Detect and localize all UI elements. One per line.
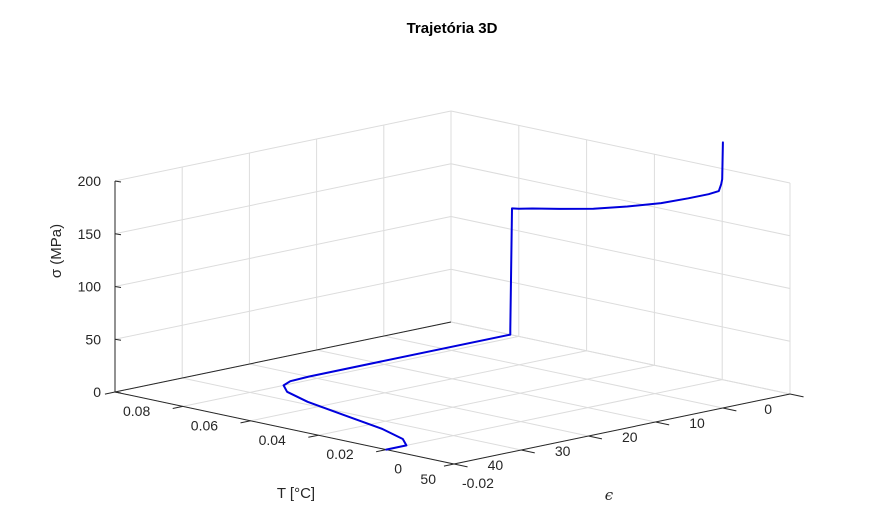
epsilon-tick xyxy=(308,434,319,438)
grid-line xyxy=(386,379,723,451)
grid-line xyxy=(182,335,519,407)
epsilon-tick xyxy=(172,405,183,409)
T-tick-label: 50 xyxy=(420,471,436,487)
epsilon-tick-label: 0.06 xyxy=(191,417,218,433)
series-line xyxy=(282,141,724,451)
T-tick-label: 0 xyxy=(764,401,772,417)
epsilon-axis-label: ϵ xyxy=(605,486,614,504)
grid-line xyxy=(250,350,587,422)
grid-line xyxy=(450,268,791,342)
grid-line xyxy=(182,377,522,451)
sigma-tick xyxy=(114,180,122,183)
grid-line xyxy=(450,216,791,289)
sigma-tick xyxy=(114,391,122,394)
axes xyxy=(114,181,791,465)
tick-labels: 0 50 100 150 200 0 10 20 30 40 50 -0.02 0 0.02 0.04 0.0… xyxy=(78,173,804,491)
T-tick-label: 10 xyxy=(689,415,705,431)
axis-labels: σ (MPa) T [°C] ϵ xyxy=(48,224,614,504)
sigma-tick xyxy=(114,286,122,288)
grid-line xyxy=(114,163,452,235)
T-tick xyxy=(453,463,468,468)
T-tick xyxy=(789,393,804,398)
epsilon-tick xyxy=(104,391,116,395)
T-tick xyxy=(722,407,737,412)
grid-line xyxy=(114,110,452,182)
grid-line xyxy=(249,363,589,437)
sigma-tick xyxy=(114,338,122,341)
T-tick xyxy=(521,449,535,454)
T-axis-line xyxy=(114,321,452,393)
sigma-tick xyxy=(114,233,122,236)
epsilon-tick-label: 0.04 xyxy=(259,432,286,448)
grid-line xyxy=(450,110,791,184)
grid-line xyxy=(450,163,791,237)
trajectory-series xyxy=(282,141,724,451)
sigma-tick-label: 200 xyxy=(78,173,102,189)
sigma-tick-label: 50 xyxy=(85,331,101,347)
epsilon-tick-label: 0.08 xyxy=(123,403,150,419)
epsilon-tick xyxy=(376,449,387,453)
T-axis-label: T [°C] xyxy=(277,485,315,502)
epsilon-tick-label: 0 xyxy=(394,461,402,477)
grid-line xyxy=(318,364,655,436)
sigma-tick-label: 100 xyxy=(78,279,102,295)
grid-line xyxy=(114,268,452,340)
grid-line xyxy=(450,321,791,395)
grid-line xyxy=(316,349,656,423)
chart-title: Trajetória 3D xyxy=(407,20,498,37)
grid-line xyxy=(383,335,723,409)
epsilon-tick xyxy=(443,463,455,467)
grid xyxy=(114,110,791,465)
sigma-axis-label: σ (MPa) xyxy=(48,224,65,278)
epsilon-tick-label: -0.02 xyxy=(462,475,494,491)
T-tick-label: 30 xyxy=(555,443,571,459)
T-tick xyxy=(588,435,603,440)
grid-line xyxy=(114,216,452,287)
sigma-tick-label: 150 xyxy=(78,226,102,242)
epsilon-tick-label: 0.02 xyxy=(326,446,353,462)
sigma-tick-label: 0 xyxy=(93,384,101,400)
T-tick xyxy=(655,421,670,426)
T-tick-label: 20 xyxy=(622,429,638,445)
T-axis-front-line xyxy=(114,391,455,465)
epsilon-tick xyxy=(240,420,251,424)
epsilon-axis-line xyxy=(453,393,791,465)
T-tick-label: 40 xyxy=(488,457,504,473)
